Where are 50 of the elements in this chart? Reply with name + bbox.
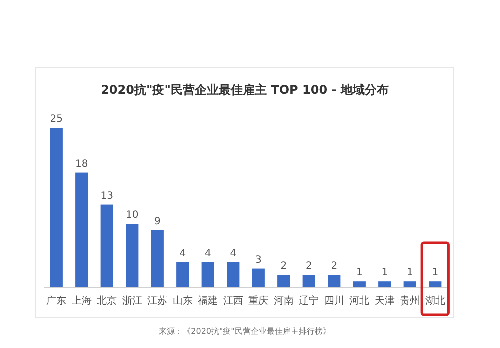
data-label: 1 (382, 268, 388, 279)
x-tick-label: 江西 (223, 295, 244, 307)
x-tick-label: 重庆 (248, 295, 269, 307)
x-tick-label: 贵州 (400, 295, 420, 307)
x-tick-label: 福建 (198, 295, 218, 307)
chart-title: 2020抗"疫"民营企业最佳雇主 TOP 100 - 地域分布 (101, 83, 389, 97)
x-tick-label: 辽宁 (299, 295, 320, 307)
x-tick-label: 浙江 (122, 295, 142, 307)
bar (100, 204, 114, 288)
data-label: 4 (204, 248, 212, 260)
bar (378, 282, 392, 288)
data-label: 1 (356, 268, 363, 279)
bar (151, 230, 164, 288)
data-label: 10 (126, 210, 139, 221)
source-note: 来源：《2020抗"疫"民营企业最佳雇主排行榜》 (159, 327, 331, 336)
x-tick-label: 山东 (172, 295, 193, 307)
bar (202, 262, 214, 288)
data-label: 13 (100, 190, 114, 202)
x-tick-label: 湖北 (425, 295, 446, 307)
bar (404, 282, 416, 288)
data-label: 2 (306, 261, 312, 272)
x-tick-label: 河南 (274, 295, 294, 307)
bar (429, 282, 442, 288)
data-label: 25 (50, 114, 63, 125)
bar (126, 224, 139, 288)
bar (227, 262, 240, 288)
x-tick-label: 天津 (374, 295, 395, 307)
data-label: 18 (76, 158, 88, 170)
data-label: 3 (255, 254, 262, 266)
x-tick-label: 江苏 (148, 295, 168, 307)
bar (50, 128, 63, 288)
bar (176, 262, 190, 288)
data-label: 4 (180, 248, 186, 260)
x-tick-label: 河北 (350, 295, 370, 307)
bar (252, 268, 265, 288)
data-label: 1 (406, 268, 414, 279)
bar (278, 275, 290, 288)
data-label: 1 (432, 268, 439, 279)
bar (328, 275, 341, 288)
x-tick-label: 四川 (324, 295, 344, 307)
bar (76, 172, 88, 288)
data-label: 2 (280, 261, 288, 272)
data-label: 9 (154, 216, 161, 228)
x-tick-label: 北京 (97, 295, 118, 307)
bar (302, 275, 316, 288)
data-label: 4 (230, 248, 237, 260)
data-label: 2 (331, 261, 338, 272)
bar (353, 282, 366, 288)
x-tick-label: 广东 (46, 295, 67, 307)
x-tick-label: 上海 (72, 295, 92, 307)
